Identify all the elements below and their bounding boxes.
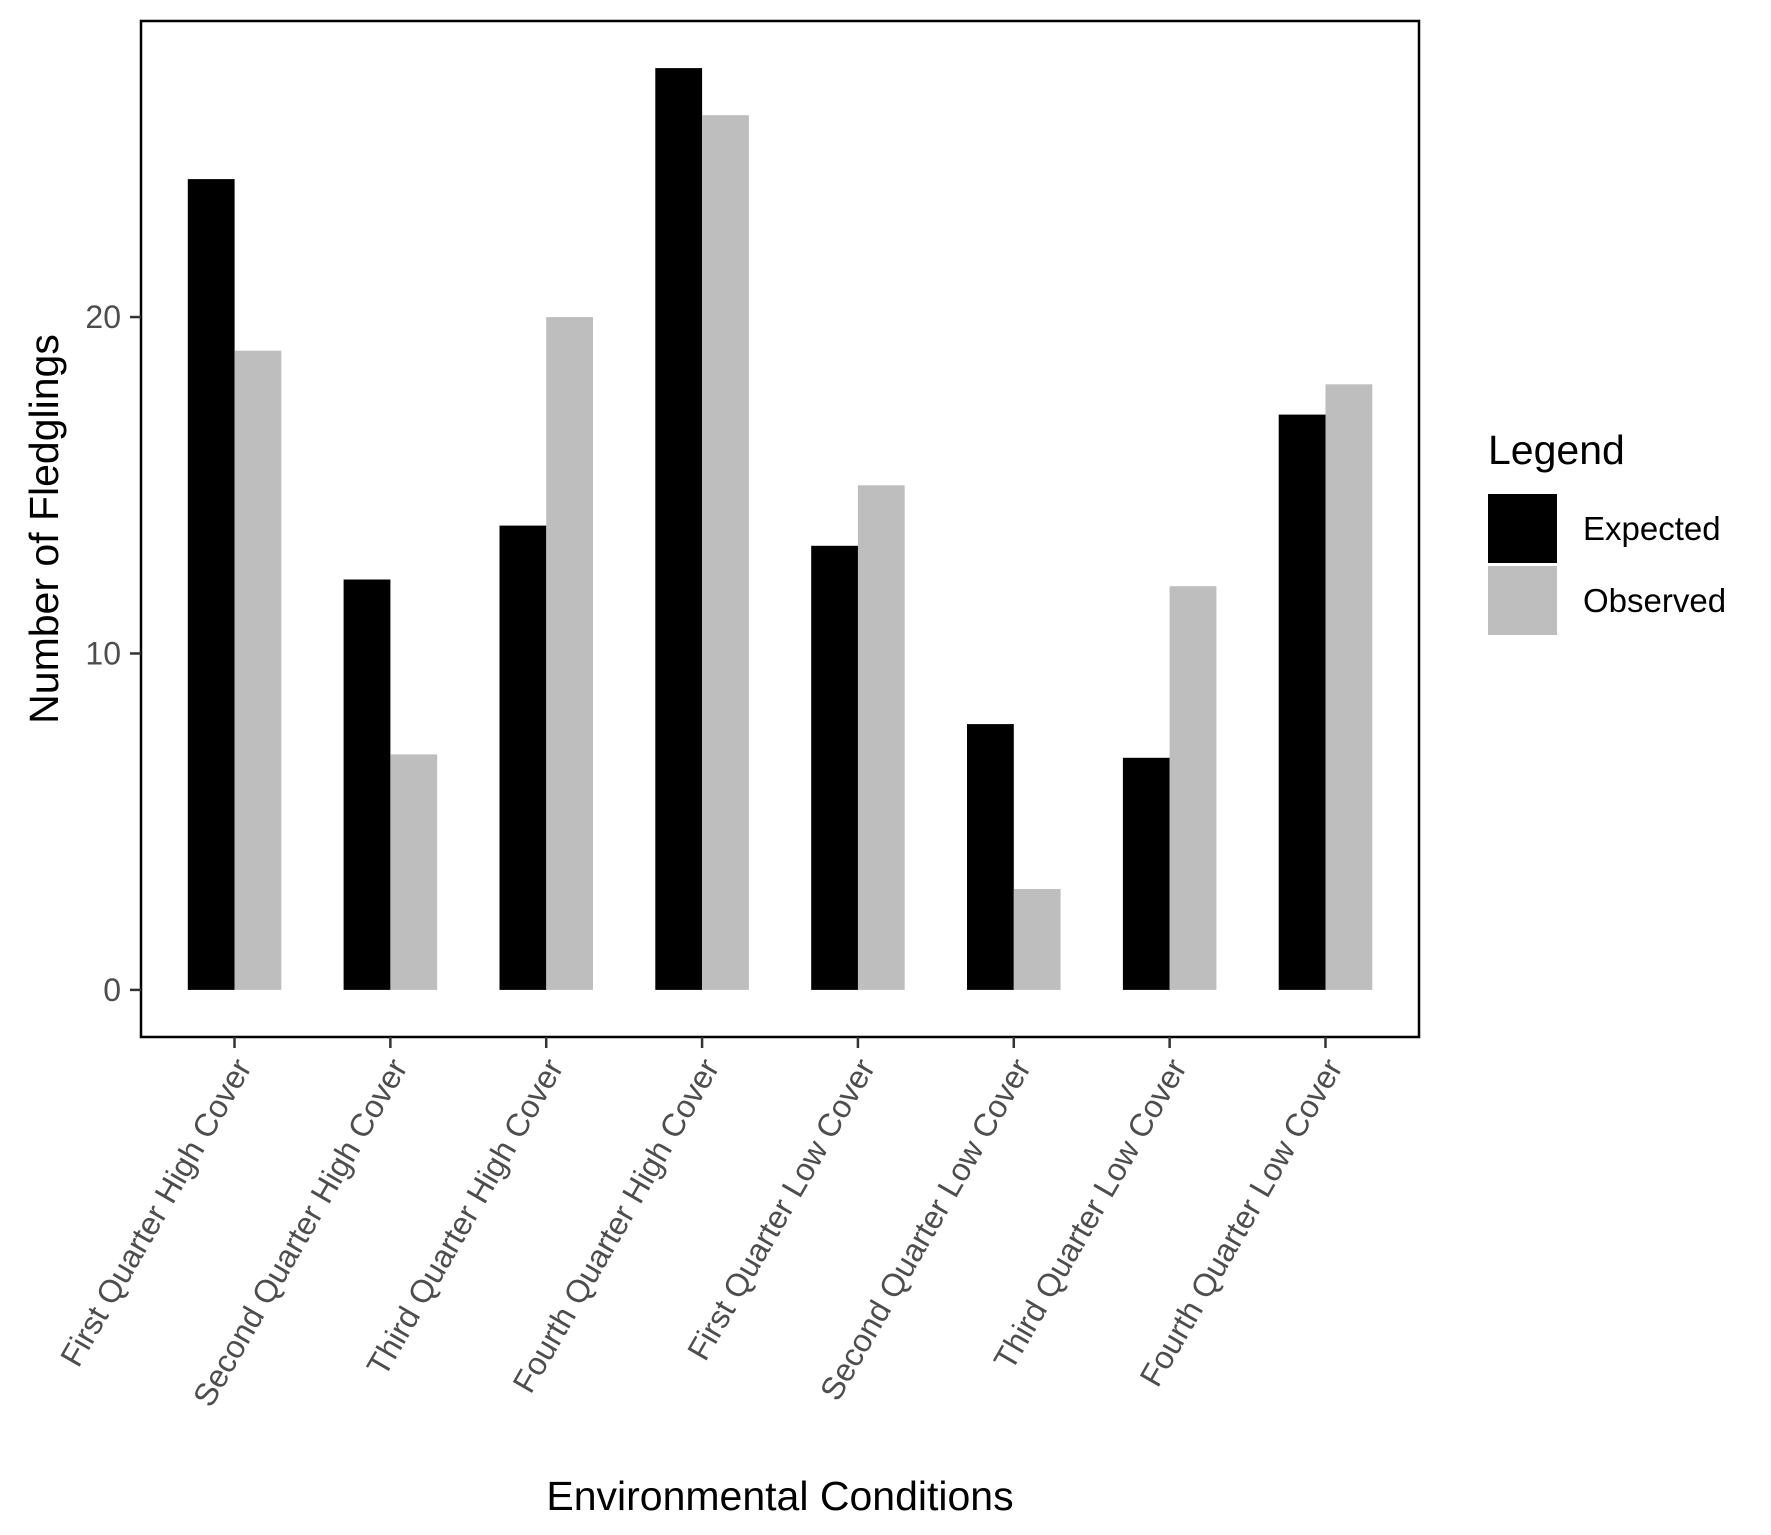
y-axis: 0 10 20 xyxy=(85,299,141,1008)
y-tick-label-0: 0 xyxy=(103,972,121,1008)
legend-label-observed: Observed xyxy=(1583,582,1726,619)
bar-expected-8 xyxy=(1278,414,1326,990)
bars-layer xyxy=(187,68,1373,990)
bar-observed-3 xyxy=(546,317,593,990)
bar-expected-1 xyxy=(187,179,235,990)
legend-key-observed xyxy=(1488,566,1557,635)
bar-expected-6 xyxy=(967,724,1014,990)
bar-expected-7 xyxy=(1122,757,1170,990)
x-axis-title: Environmental Conditions xyxy=(546,1473,1013,1519)
bar-observed-8 xyxy=(1325,384,1373,990)
legend-title: Legend xyxy=(1488,427,1625,473)
bar-observed-7 xyxy=(1169,586,1217,990)
bar-observed-6 xyxy=(1013,889,1061,990)
y-tick-label-10: 10 xyxy=(85,635,121,671)
bar-expected-5 xyxy=(811,545,858,990)
bar-observed-2 xyxy=(390,754,438,990)
plot-panel xyxy=(141,21,1419,1037)
legend-key-expected xyxy=(1488,494,1557,563)
bar-expected-2 xyxy=(343,579,391,990)
bar-observed-5 xyxy=(857,485,905,990)
bar-observed-1 xyxy=(234,350,282,990)
bar-expected-4 xyxy=(655,68,703,990)
plot-panel-border xyxy=(139,19,1421,1039)
legend: Legend Expected Observed xyxy=(1488,427,1726,635)
bar-observed-4 xyxy=(702,115,749,990)
legend-label-expected: Expected xyxy=(1583,510,1721,547)
y-tick-label-20: 20 xyxy=(85,299,121,335)
bar-expected-3 xyxy=(499,525,547,990)
y-axis-title: Number of Fledglings xyxy=(21,334,67,724)
